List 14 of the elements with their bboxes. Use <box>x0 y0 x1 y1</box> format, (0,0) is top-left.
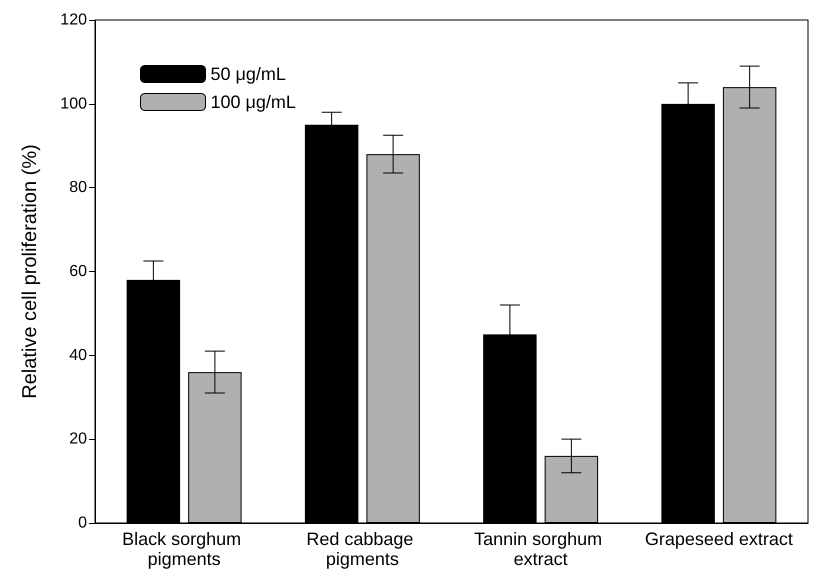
y-tick-label: 20 <box>69 430 88 448</box>
x-tick-label: Black sorghum pigments <box>122 529 246 569</box>
y-axis-title: Relative cell proliferation (%) <box>19 144 41 399</box>
y-tick-label: 100 <box>60 95 88 112</box>
x-tick-label: Tannin sorghum extract <box>474 529 608 569</box>
x-tick-label: Grapeseed extract <box>644 529 793 549</box>
legend-label: 50 μg/mL <box>210 64 286 84</box>
y-tick-label: 0 <box>78 514 88 532</box>
y-tick-label: 40 <box>69 346 88 364</box>
y-tick-label: 120 <box>60 12 88 28</box>
y-tick-label: 60 <box>69 263 88 280</box>
y-tick-label: 80 <box>69 179 88 196</box>
legend-label: 100 μg/mL <box>210 92 296 112</box>
x-tick-label: Red cabbage pigments <box>306 529 418 569</box>
